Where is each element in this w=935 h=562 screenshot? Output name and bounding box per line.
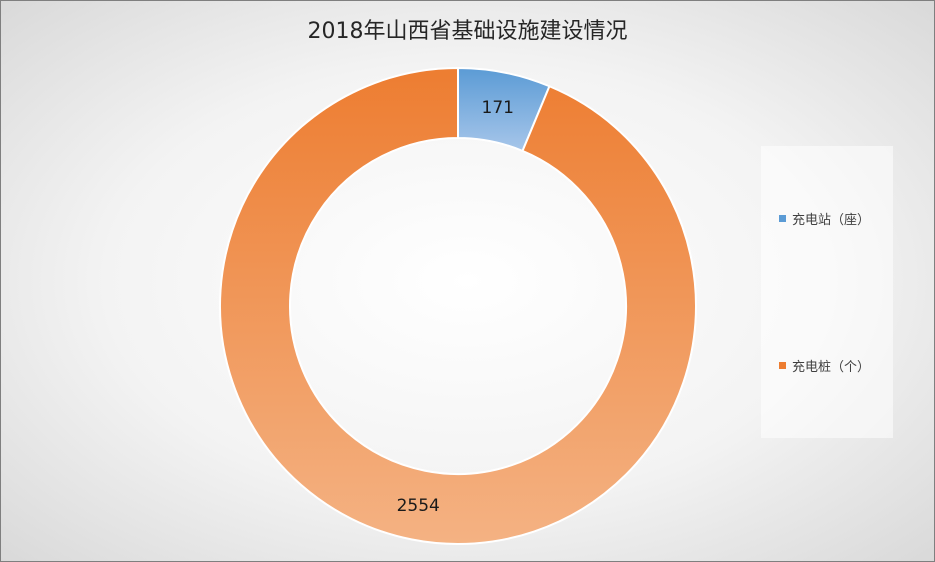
legend: 充电站（座） 充电桩（个） [761, 146, 893, 438]
legend-label: 充电桩（个） [792, 359, 871, 375]
legend-item-charging-pile: 充电桩（个） [779, 356, 871, 375]
chart-title: 2018年山西省基础设施建设情况 [307, 19, 628, 44]
legend-item-charging-station: 充电站（座） [779, 209, 871, 228]
legend-swatch-orange [779, 361, 786, 369]
data-label: 2554 [397, 496, 440, 516]
legend-label: 充电站（座） [792, 212, 871, 228]
legend-swatch-blue [779, 214, 786, 222]
slice-charging-pile [219, 66, 697, 545]
data-label: 171 [482, 98, 514, 118]
